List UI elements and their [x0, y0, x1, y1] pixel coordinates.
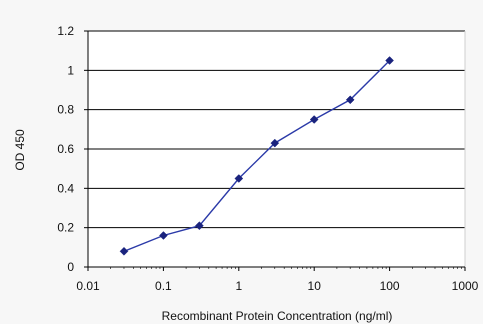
x-tick-label: 100: [380, 279, 400, 293]
data-point-marker: [195, 221, 204, 231]
y-tick-label: 0.2: [57, 221, 74, 235]
data-point-marker: [309, 115, 319, 124]
data-point-marker: [270, 138, 280, 148]
x-tick-label: 0.01: [76, 279, 100, 293]
y-tick-label: 0: [67, 260, 74, 274]
y-tick-label: 1: [67, 63, 74, 77]
data-point-marker: [385, 56, 394, 65]
y-axis-title: OD 450: [13, 129, 27, 171]
x-tick-label: 0.1: [155, 279, 172, 293]
grid-layer: [88, 30, 466, 267]
x-tick-label: 1000: [452, 279, 479, 293]
data-point-marker: [345, 95, 355, 105]
data-point-marker: [119, 246, 129, 256]
series-line: [123, 60, 391, 252]
y-tick-label: 0.6: [57, 142, 74, 156]
y-tick-label: 0.8: [57, 103, 74, 117]
tick-layer: 0 0.2 0.4 0.6 0.8 1 1.2 0.01 0.1 1 10 100 1000: [57, 24, 478, 293]
data-point-marker: [159, 231, 168, 240]
y-tick-label: 1.2: [57, 24, 74, 38]
x-tick-label: 10: [308, 279, 322, 293]
x-tick-label: 1: [235, 279, 242, 293]
y-tick-label: 0.4: [57, 181, 74, 195]
x-axis-title: Recombinant Protein Concentration (ng/ml…: [162, 309, 393, 323]
data-point-marker: [234, 174, 244, 183]
series-layer: [119, 56, 394, 256]
